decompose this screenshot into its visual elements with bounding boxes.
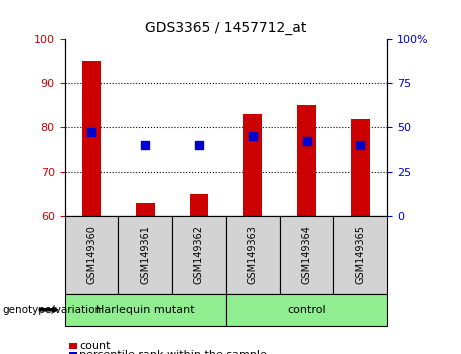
Point [88,129,95,135]
FancyBboxPatch shape [65,216,118,294]
Text: GSM149364: GSM149364 [301,225,312,284]
FancyBboxPatch shape [65,294,226,326]
Bar [351,119,370,216]
Text: GSM149362: GSM149362 [194,225,204,284]
FancyBboxPatch shape [280,216,333,294]
Text: Harlequin mutant: Harlequin mutant [96,305,195,315]
Bar [136,202,154,216]
Point [249,133,256,139]
Point [303,138,310,144]
FancyBboxPatch shape [226,294,387,326]
Text: GSM149365: GSM149365 [355,225,366,284]
Point [142,142,149,148]
FancyBboxPatch shape [226,216,280,294]
Text: GSM149360: GSM149360 [86,225,96,284]
Bar [82,61,101,216]
Title: GDS3365 / 1457712_at: GDS3365 / 1457712_at [145,21,307,35]
Text: percentile rank within the sample: percentile rank within the sample [79,350,267,354]
Point [357,142,364,148]
Text: GSM149363: GSM149363 [248,225,258,284]
FancyBboxPatch shape [118,216,172,294]
Text: count: count [79,341,111,351]
Bar [243,114,262,216]
Text: control: control [287,305,326,315]
Bar [189,194,208,216]
Text: genotype/variation: genotype/variation [2,305,101,315]
Text: GSM149361: GSM149361 [140,225,150,284]
FancyBboxPatch shape [172,216,226,294]
FancyBboxPatch shape [333,216,387,294]
Point [195,142,203,148]
Bar [297,105,316,216]
